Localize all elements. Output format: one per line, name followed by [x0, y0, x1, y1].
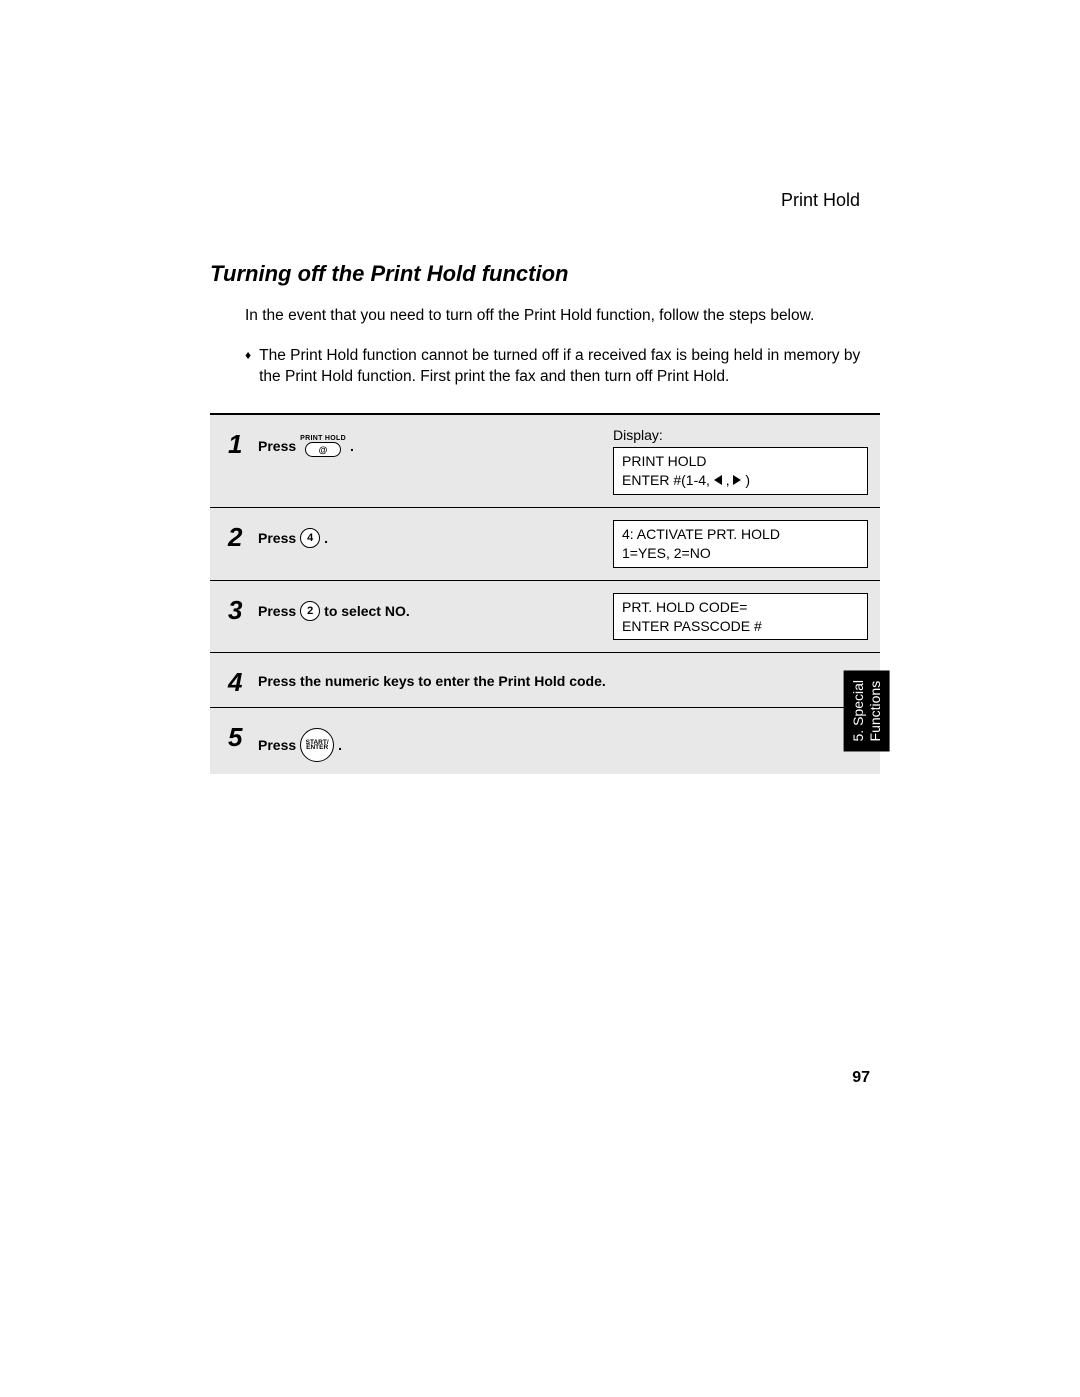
page-number: 97 [852, 1069, 870, 1087]
key-2-button: 2 [300, 601, 320, 621]
display-line: 1=YES, 2=NO [622, 544, 859, 563]
press-label: Press [258, 438, 296, 454]
step-row: 3 Press 2 to select NO. PRT. HOLD CODE= … [210, 581, 880, 654]
press-label: Press [258, 603, 296, 619]
display-line: 4: ACTIVATE PRT. HOLD [622, 525, 859, 544]
step-number: 2 [228, 524, 258, 550]
suffix: to select NO. [324, 603, 410, 619]
intro-text: In the event that you need to turn off t… [245, 305, 870, 327]
display-line: PRINT HOLD [622, 452, 859, 471]
start-enter-button: START/ ENTER [300, 728, 334, 762]
bullet-block: ♦ The Print Hold function cannot be turn… [245, 345, 870, 388]
print-hold-button: PRINT HOLD @ [300, 435, 346, 457]
suffix: . [324, 530, 328, 546]
display-screen: PRINT HOLD ENTER #(1-4, , ) [613, 447, 868, 495]
step-instruction: Press START/ ENTER . [258, 720, 880, 762]
step-number: 4 [228, 669, 258, 695]
steps-box: 1 Press PRINT HOLD @ . Display: PRINT HO… [210, 413, 880, 774]
enter-text: ENTER [306, 745, 328, 751]
display-line: PRT. HOLD CODE= [622, 598, 859, 617]
display-column: 4: ACTIVATE PRT. HOLD 1=YES, 2=NO [613, 520, 868, 568]
step-number: 1 [228, 431, 258, 457]
header-section-label: Print Hold [210, 190, 870, 211]
step-instruction: Press 2 to select NO. [258, 593, 613, 621]
step-instruction: Press 4 . [258, 520, 613, 548]
bullet-diamond-icon: ♦ [245, 348, 251, 388]
side-tab: 5. SpecialFunctions [844, 670, 890, 751]
period: . [350, 438, 354, 454]
step-number: 5 [228, 724, 258, 750]
bullet-text: The Print Hold function cannot be turned… [259, 345, 870, 388]
display-label: Display: [613, 427, 868, 443]
step-row: 2 Press 4 . 4: ACTIVATE PRT. HOLD 1=YES,… [210, 508, 880, 581]
display-line: ENTER PASSCODE # [622, 617, 859, 636]
display-column: Display: PRINT HOLD ENTER #(1-4, , ) [613, 427, 868, 495]
press-label: Press [258, 737, 296, 753]
display-column: PRT. HOLD CODE= ENTER PASSCODE # [613, 593, 868, 641]
step-instruction: Press the numeric keys to enter the Prin… [258, 665, 880, 689]
suffix: . [338, 737, 342, 753]
press-label: Press [258, 530, 296, 546]
section-title: Turning off the Print Hold function [210, 261, 870, 287]
arrow-left-icon [714, 475, 722, 485]
key-4-button: 4 [300, 528, 320, 548]
button-label: PRINT HOLD [300, 435, 346, 442]
display-screen: 4: ACTIVATE PRT. HOLD 1=YES, 2=NO [613, 520, 868, 568]
step-instruction: Press PRINT HOLD @ . [258, 427, 613, 457]
display-screen: PRT. HOLD CODE= ENTER PASSCODE # [613, 593, 868, 641]
step-row: 4 Press the numeric keys to enter the Pr… [210, 653, 880, 708]
step-number: 3 [228, 597, 258, 623]
display-line: ENTER #(1-4, , ) [622, 471, 859, 490]
step-row: 5 Press START/ ENTER . [210, 708, 880, 774]
step-row: 1 Press PRINT HOLD @ . Display: PRINT HO… [210, 415, 880, 508]
